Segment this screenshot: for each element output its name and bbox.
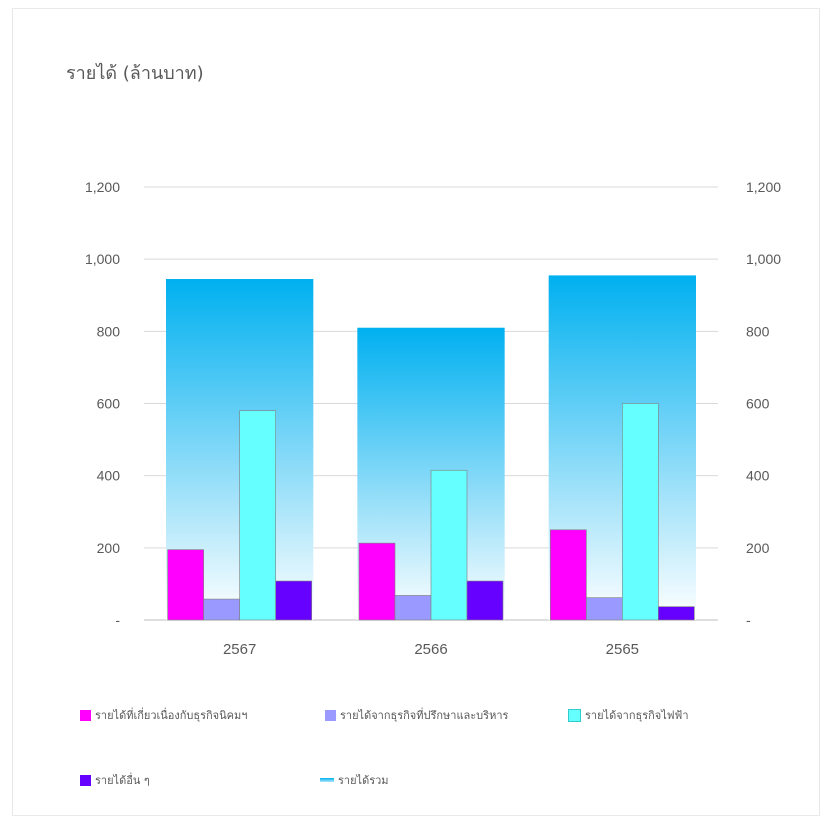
y-tick-label-left: 800 [97,323,121,339]
x-category-label: 2565 [606,641,639,658]
legend-item-consulting: รายได้จากธุรกิจที่ปรึกษาและบริหาร [325,706,508,724]
legend-item-power: รายได้จากธุรกิจไฟฟ้า [568,706,689,724]
legend-item-other: รายได้อื่น ๆ [80,771,150,789]
series-bar [358,542,396,621]
legend-swatch [325,709,336,721]
series-bar [275,580,312,621]
legend-item-estate: รายได้ที่เกี่ยวเนื่องกับธุรกิจนิคมฯ [80,706,247,724]
series-bar [550,529,587,621]
series-bars [167,403,695,621]
series-bar [586,597,623,621]
series-bar [622,403,659,621]
legend-label: รายได้อื่น ๆ [95,774,150,787]
legend-swatch [80,709,91,721]
y-tick-label-left: 1,000 [85,251,120,267]
legend-label: รายได้จากธุรกิจที่ปรึกษาและบริหาร [340,709,509,722]
series-bar [466,580,504,621]
x-category-label: 2567 [223,641,256,658]
legend-swatch [80,774,91,786]
y-tick-label-right: 800 [746,323,770,339]
y-tick-label-left: 400 [97,468,121,484]
legend-label: รายได้ที่เกี่ยวเนื่องกับธุรกิจนิคมฯ [95,709,248,722]
y-tick-label-left: 1,200 [85,179,120,195]
y-tick-label-right: 1,000 [746,251,781,267]
y-tick-label-right: 200 [746,540,770,556]
series-bar [203,598,240,621]
series-bar [658,606,695,621]
chart-title: รายได้ (ล้านบาท) [66,63,204,84]
y-tick-label-right: - [746,612,751,628]
legend-swatch [568,708,581,722]
y-axis-left: - 200 400 600 800 1,000 1,200 [85,179,120,628]
legend-item-total: รายได้รวม [320,771,389,789]
y-tick-label-left: 600 [97,396,121,412]
x-axis-categories: 2567 2566 2565 [223,641,639,658]
legend-swatch [320,778,334,782]
series-bar [394,595,432,621]
series-bar [167,549,204,621]
y-tick-label-right: 400 [746,468,770,484]
y-tick-label-right: 1,200 [746,179,781,195]
y-axis-right: - 200 400 600 800 1,000 1,200 [746,179,781,628]
series-bar [430,469,468,621]
y-tick-label-left: - [115,612,120,628]
legend-label: รายได้รวม [338,774,389,787]
x-category-label: 2566 [414,641,447,658]
series-bar [239,410,276,621]
y-tick-label-right: 600 [746,396,770,412]
legend-label: รายได้จากธุรกิจไฟฟ้า [585,709,689,722]
y-tick-label-left: 200 [97,540,121,556]
